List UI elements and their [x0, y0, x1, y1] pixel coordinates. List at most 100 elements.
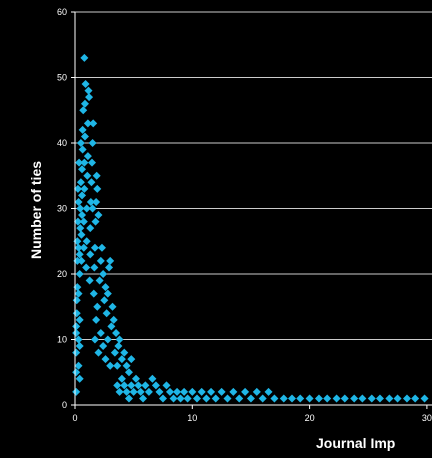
data-point — [122, 387, 131, 396]
data-point — [94, 348, 103, 357]
data-point — [86, 197, 95, 206]
data-point — [120, 381, 129, 390]
data-point — [89, 289, 98, 298]
data-point — [72, 387, 81, 396]
y-axis-title: Number of ties — [28, 161, 44, 259]
data-point — [83, 152, 92, 161]
data-point — [99, 342, 108, 351]
data-point — [92, 171, 101, 180]
data-point — [74, 335, 83, 344]
data-point — [88, 139, 97, 147]
y-tick-label-50: 50 — [57, 73, 67, 83]
y-tick-label-40: 40 — [57, 138, 67, 148]
y-axis-ticks: 0 10 20 30 40 50 60 — [57, 7, 75, 410]
data-point — [74, 289, 83, 298]
data-point — [93, 302, 102, 311]
data-point — [109, 315, 118, 324]
data-point — [107, 322, 116, 331]
data-point — [264, 387, 273, 396]
data-point — [76, 224, 85, 233]
data-point — [74, 243, 83, 252]
data-point — [80, 158, 89, 167]
data-point — [96, 328, 105, 337]
data-point — [155, 387, 164, 396]
data-point — [80, 99, 89, 108]
y-tick-label-20: 20 — [57, 269, 67, 279]
data-point — [74, 197, 83, 206]
data-point — [180, 387, 189, 396]
data-point — [99, 270, 108, 278]
y-tick-label-10: 10 — [57, 335, 67, 345]
data-point — [77, 256, 86, 265]
data-point — [420, 394, 429, 403]
x-tick-label-30: 30 — [422, 413, 432, 423]
data-point — [88, 204, 97, 213]
data-point — [86, 224, 95, 233]
data-point — [173, 387, 182, 396]
data-point — [197, 387, 206, 396]
data-point — [241, 387, 250, 396]
y-tick-label-0: 0 — [62, 400, 67, 410]
data-point — [113, 361, 122, 370]
data-point — [229, 387, 238, 396]
data-point — [81, 80, 90, 89]
data-point — [127, 355, 136, 364]
y-tick-label-60: 60 — [57, 7, 67, 17]
data-point — [91, 217, 100, 226]
data-point — [411, 394, 420, 403]
data-point — [223, 394, 232, 403]
data-point — [151, 381, 160, 390]
data-point — [84, 86, 93, 95]
data-point — [90, 335, 99, 344]
data-point — [80, 53, 89, 62]
data-point — [385, 394, 394, 403]
data-point — [340, 394, 349, 403]
data-point — [77, 230, 86, 239]
data-point — [141, 381, 150, 390]
data-point — [85, 276, 94, 285]
data-point — [103, 335, 112, 344]
data-point — [131, 374, 140, 383]
data-point — [80, 132, 89, 141]
data-point — [92, 315, 101, 324]
data-point — [183, 394, 192, 403]
data-point — [82, 204, 91, 213]
data-point — [78, 125, 87, 134]
data-point — [79, 106, 88, 115]
data-point — [108, 302, 117, 311]
data-point — [83, 171, 92, 180]
data-point — [86, 250, 95, 259]
data-point — [93, 184, 102, 193]
data-point — [124, 394, 133, 403]
data-point — [79, 243, 88, 252]
data-point — [85, 93, 94, 102]
data-point — [100, 296, 109, 305]
data-point — [127, 381, 136, 390]
data-point — [129, 387, 138, 396]
data-point — [90, 263, 99, 272]
data-point — [136, 387, 145, 396]
data-point — [393, 394, 402, 403]
x-tick-label-0: 0 — [72, 413, 77, 423]
data-point — [162, 381, 171, 390]
data-points — [72, 53, 429, 403]
data-point — [350, 394, 359, 403]
data-point — [115, 387, 124, 396]
data-point — [80, 184, 89, 193]
data-point — [75, 250, 84, 259]
data-point — [106, 256, 115, 265]
data-point — [106, 361, 115, 370]
data-point — [358, 394, 367, 403]
x-tick-label-10: 10 — [187, 413, 197, 423]
data-point — [252, 387, 261, 396]
data-point — [120, 348, 129, 357]
data-point — [75, 374, 84, 383]
data-point — [97, 243, 106, 252]
data-point — [110, 348, 119, 357]
data-point — [279, 394, 288, 403]
data-point — [113, 381, 122, 390]
data-point — [402, 394, 411, 403]
data-point — [112, 328, 121, 337]
data-point — [105, 263, 114, 272]
